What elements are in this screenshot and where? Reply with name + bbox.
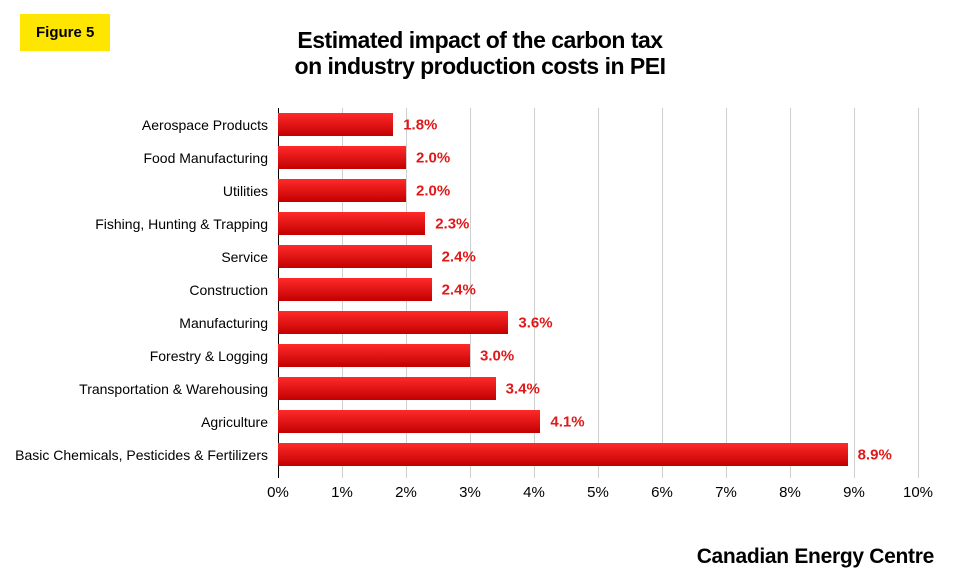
x-axis-label: 3%	[459, 484, 481, 501]
x-axis-label: 5%	[587, 484, 609, 501]
x-axis-label: 2%	[395, 484, 417, 501]
bar	[278, 212, 425, 234]
bar	[278, 410, 540, 432]
bar	[278, 146, 406, 168]
x-axis-label: 1%	[331, 484, 353, 501]
y-axis-label: Utilities	[223, 183, 268, 199]
value-label: 2.0%	[416, 182, 450, 199]
bar	[278, 377, 496, 399]
chart-title-line2: on industry production costs in PEI	[0, 54, 960, 80]
value-label: 4.1%	[550, 413, 584, 430]
chart-row: Forestry & Logging3.0%	[278, 339, 918, 372]
bar	[278, 278, 432, 300]
chart-row: Fishing, Hunting & Trapping2.3%	[278, 207, 918, 240]
y-axis-label: Transportation & Warehousing	[79, 381, 268, 397]
y-axis-label: Manufacturing	[179, 315, 268, 331]
chart-title-line1: Estimated impact of the carbon tax	[0, 28, 960, 54]
value-label: 3.0%	[480, 347, 514, 364]
chart-row: Aerospace Products1.8%	[278, 108, 918, 141]
value-label: 3.4%	[506, 380, 540, 397]
chart-row: Basic Chemicals, Pesticides & Fertilizer…	[278, 438, 918, 471]
chart-row: Food Manufacturing2.0%	[278, 141, 918, 174]
x-axis-label: 6%	[651, 484, 673, 501]
bar	[278, 245, 432, 267]
value-label: 2.4%	[442, 248, 476, 265]
value-label: 2.4%	[442, 281, 476, 298]
x-axis-label: 0%	[267, 484, 289, 501]
y-axis-label: Construction	[189, 282, 268, 298]
value-label: 8.9%	[858, 446, 892, 463]
chart-title: Estimated impact of the carbon tax on in…	[0, 28, 960, 80]
page-root: { "badge": { "label": "Figure 5", "bg": …	[0, 0, 960, 587]
x-axis-label: 7%	[715, 484, 737, 501]
value-label: 2.3%	[435, 215, 469, 232]
x-axis-label: 4%	[523, 484, 545, 501]
x-axis-label: 8%	[779, 484, 801, 501]
bar	[278, 311, 508, 333]
grid-line	[918, 108, 919, 478]
y-axis-label: Service	[221, 249, 268, 265]
bar	[278, 179, 406, 201]
value-label: 1.8%	[403, 116, 437, 133]
bar	[278, 113, 393, 135]
y-axis-label: Fishing, Hunting & Trapping	[95, 216, 268, 232]
value-label: 3.6%	[518, 314, 552, 331]
x-axis-label: 10%	[903, 484, 933, 501]
bar	[278, 443, 848, 465]
chart-row: Agriculture4.1%	[278, 405, 918, 438]
chart-row: Manufacturing3.6%	[278, 306, 918, 339]
y-axis-label: Basic Chemicals, Pesticides & Fertilizer…	[15, 447, 268, 463]
x-axis-label: 9%	[843, 484, 865, 501]
y-axis-label: Agriculture	[201, 414, 268, 430]
chart-row: Construction2.4%	[278, 273, 918, 306]
plot-area: 0%1%2%3%4%5%6%7%8%9%10%Aerospace Product…	[278, 108, 918, 478]
y-axis-label: Aerospace Products	[142, 117, 268, 133]
chart-row: Transportation & Warehousing3.4%	[278, 372, 918, 405]
y-axis-label: Food Manufacturing	[143, 150, 268, 166]
y-axis-label: Forestry & Logging	[150, 348, 268, 364]
value-label: 2.0%	[416, 149, 450, 166]
chart-area: 0% 1% 2% 3% 4% 5% 6% 7% 8% 9% 10% Aerospace Product…	[0, 108, 960, 508]
chart-row: Utilities2.0%	[278, 174, 918, 207]
chart-row: Service2.4%	[278, 240, 918, 273]
bar	[278, 344, 470, 366]
footer-brand: Canadian Energy Centre	[697, 545, 934, 569]
